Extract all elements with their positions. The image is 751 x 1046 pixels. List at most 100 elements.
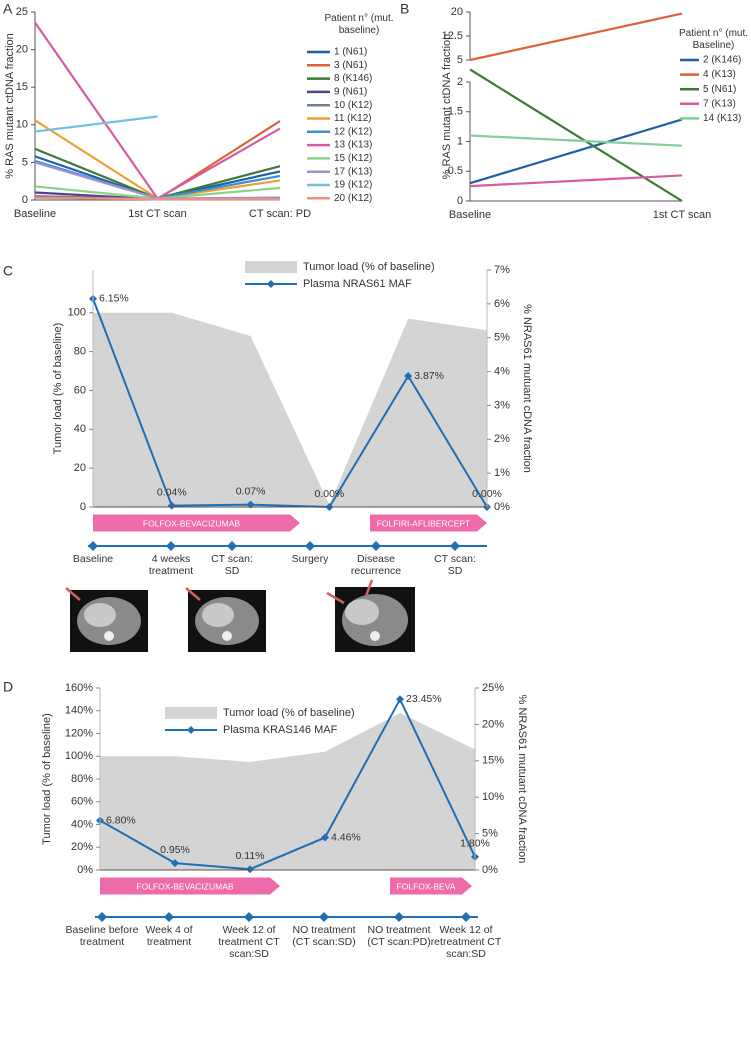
timeline-node [88,541,98,551]
data-label: 0.95% [160,844,190,856]
y2-tick-label: 3% [494,399,510,411]
y-tick-label: 80% [71,773,93,785]
data-label: 0.11% [236,850,265,862]
y-tick-label: 25 [16,6,28,18]
legend-marker [187,726,195,734]
legend-label: 12 (K12) [334,126,372,137]
y2-tick-label: 0% [482,864,498,876]
y-tick-label: 120% [65,727,93,739]
y-tick-label: 20 [16,44,28,56]
y-tick-label: 10 [16,119,28,131]
y-tick-label: 0 [22,194,28,206]
y2-tick-label: 5% [482,828,498,840]
legend-label: 4 (K13) [703,69,736,80]
timeline-label: Disease recurrence [350,553,402,577]
y-tick-label: 40 [74,423,86,435]
timeline-label: NO treatment (CT scan:SD) [292,924,356,948]
y-axis-label: % RAS mutant ctDNA fraction [441,34,453,180]
legend-title: Patient n° (mut. Baseline) [678,28,749,51]
y2-tick-label: 7% [494,264,510,276]
ct-image [185,587,266,652]
y-tick-label: 40% [71,818,93,830]
y-tick-label: 0 [80,501,86,513]
timeline-node [371,541,381,551]
timeline-label: Surgery [291,553,329,565]
panel-letter: D [3,679,13,695]
therapy-arrow [390,877,472,895]
legend-swatch [165,707,217,719]
y2-tick-label: 4% [494,365,510,377]
series-line [34,196,280,201]
timeline-node [319,912,329,922]
y-axis-label: % RAS mutant ctDNA fraction [4,33,16,179]
legend-label: 9 (N61) [334,87,367,98]
y-tick-label: 160% [65,682,93,694]
marker [171,859,179,868]
data-label: 0.04% [157,486,187,498]
y-tick-label: 100% [65,750,93,762]
data-label: 3.87% [414,370,444,382]
timeline-node [394,912,404,922]
y-tick-label: 5 [22,156,28,168]
y-tick-label: 60% [71,796,93,808]
timeline-node [305,541,315,551]
legend-swatch [245,261,297,273]
marker [404,371,413,380]
timeline-node [227,541,237,551]
y2-tick-label: 5% [494,332,510,344]
area [100,713,475,870]
data-label: 4.46% [331,831,361,843]
legend-label: 3 (N61) [334,60,367,71]
legend-label: 19 (K12) [334,180,372,191]
therapy-label: FOLFOX-BEVACIZUMAB [136,881,233,891]
timeline-label: Week 4 of treatment [145,924,193,948]
y-axis-label: Tumor load (% of baseline) [52,323,64,455]
x-tick-label: 1st CT scan [128,208,187,220]
y2-tick-label: 6% [494,298,510,310]
legend-title: Patient n° (mut. baseline) [324,13,394,36]
legend-label: 14 (K13) [703,113,741,124]
therapy-arrow [370,514,487,532]
timeline-label: Baseline [72,553,114,565]
legend-label: 15 (K12) [334,153,372,164]
y-tick-label: 12.5 [442,30,463,42]
legend-label: Tumor load (% of baseline) [223,707,355,719]
marker [321,833,329,842]
y-tick-label: 20 [74,462,86,474]
therapy-arrow [100,877,280,895]
ct-image [65,587,148,652]
timeline-node [166,541,176,551]
y2-tick-label: 20% [482,718,504,730]
data-label: 0.07% [236,485,266,497]
y2-tick-label: 1% [494,467,510,479]
series-line [34,115,158,133]
y2-tick-label: 15% [482,755,504,767]
legend-label: Plasma NRAS61 MAF [303,278,412,290]
series-line [92,298,488,509]
legend-label: 10 (K12) [334,100,372,111]
legend-label: 8 (K146) [334,73,372,84]
x-tick-label: Baseline [14,208,56,220]
y-tick-label: 1 [457,135,463,147]
data-label: 0.00% [315,488,345,500]
y-tick-label: 15 [16,81,28,93]
timeline-node [461,912,471,922]
y-tick-label: 100 [68,307,86,319]
y-tick-label: 0% [77,864,93,876]
timeline-node [450,541,460,551]
series-line [99,697,476,871]
y2-axis-label: % NRAS61 mutuant cDNA fraction [521,304,533,473]
legend-label: 7 (K13) [703,98,736,109]
y2-tick-label: 0% [494,501,510,513]
y2-tick-label: 25% [482,682,504,694]
marker [396,695,404,704]
timeline-label: CT scan: SD [434,553,476,577]
timeline-label: Baseline before treatment [65,924,139,948]
y-tick-label: 0 [457,195,463,207]
y-axis-label: Tumor load (% of baseline) [41,713,53,845]
y2-axis-label: % NRAS61 mutuant cDNA fraction [516,695,528,864]
series-line [469,118,683,185]
legend-label: 1 (N61) [334,47,367,58]
